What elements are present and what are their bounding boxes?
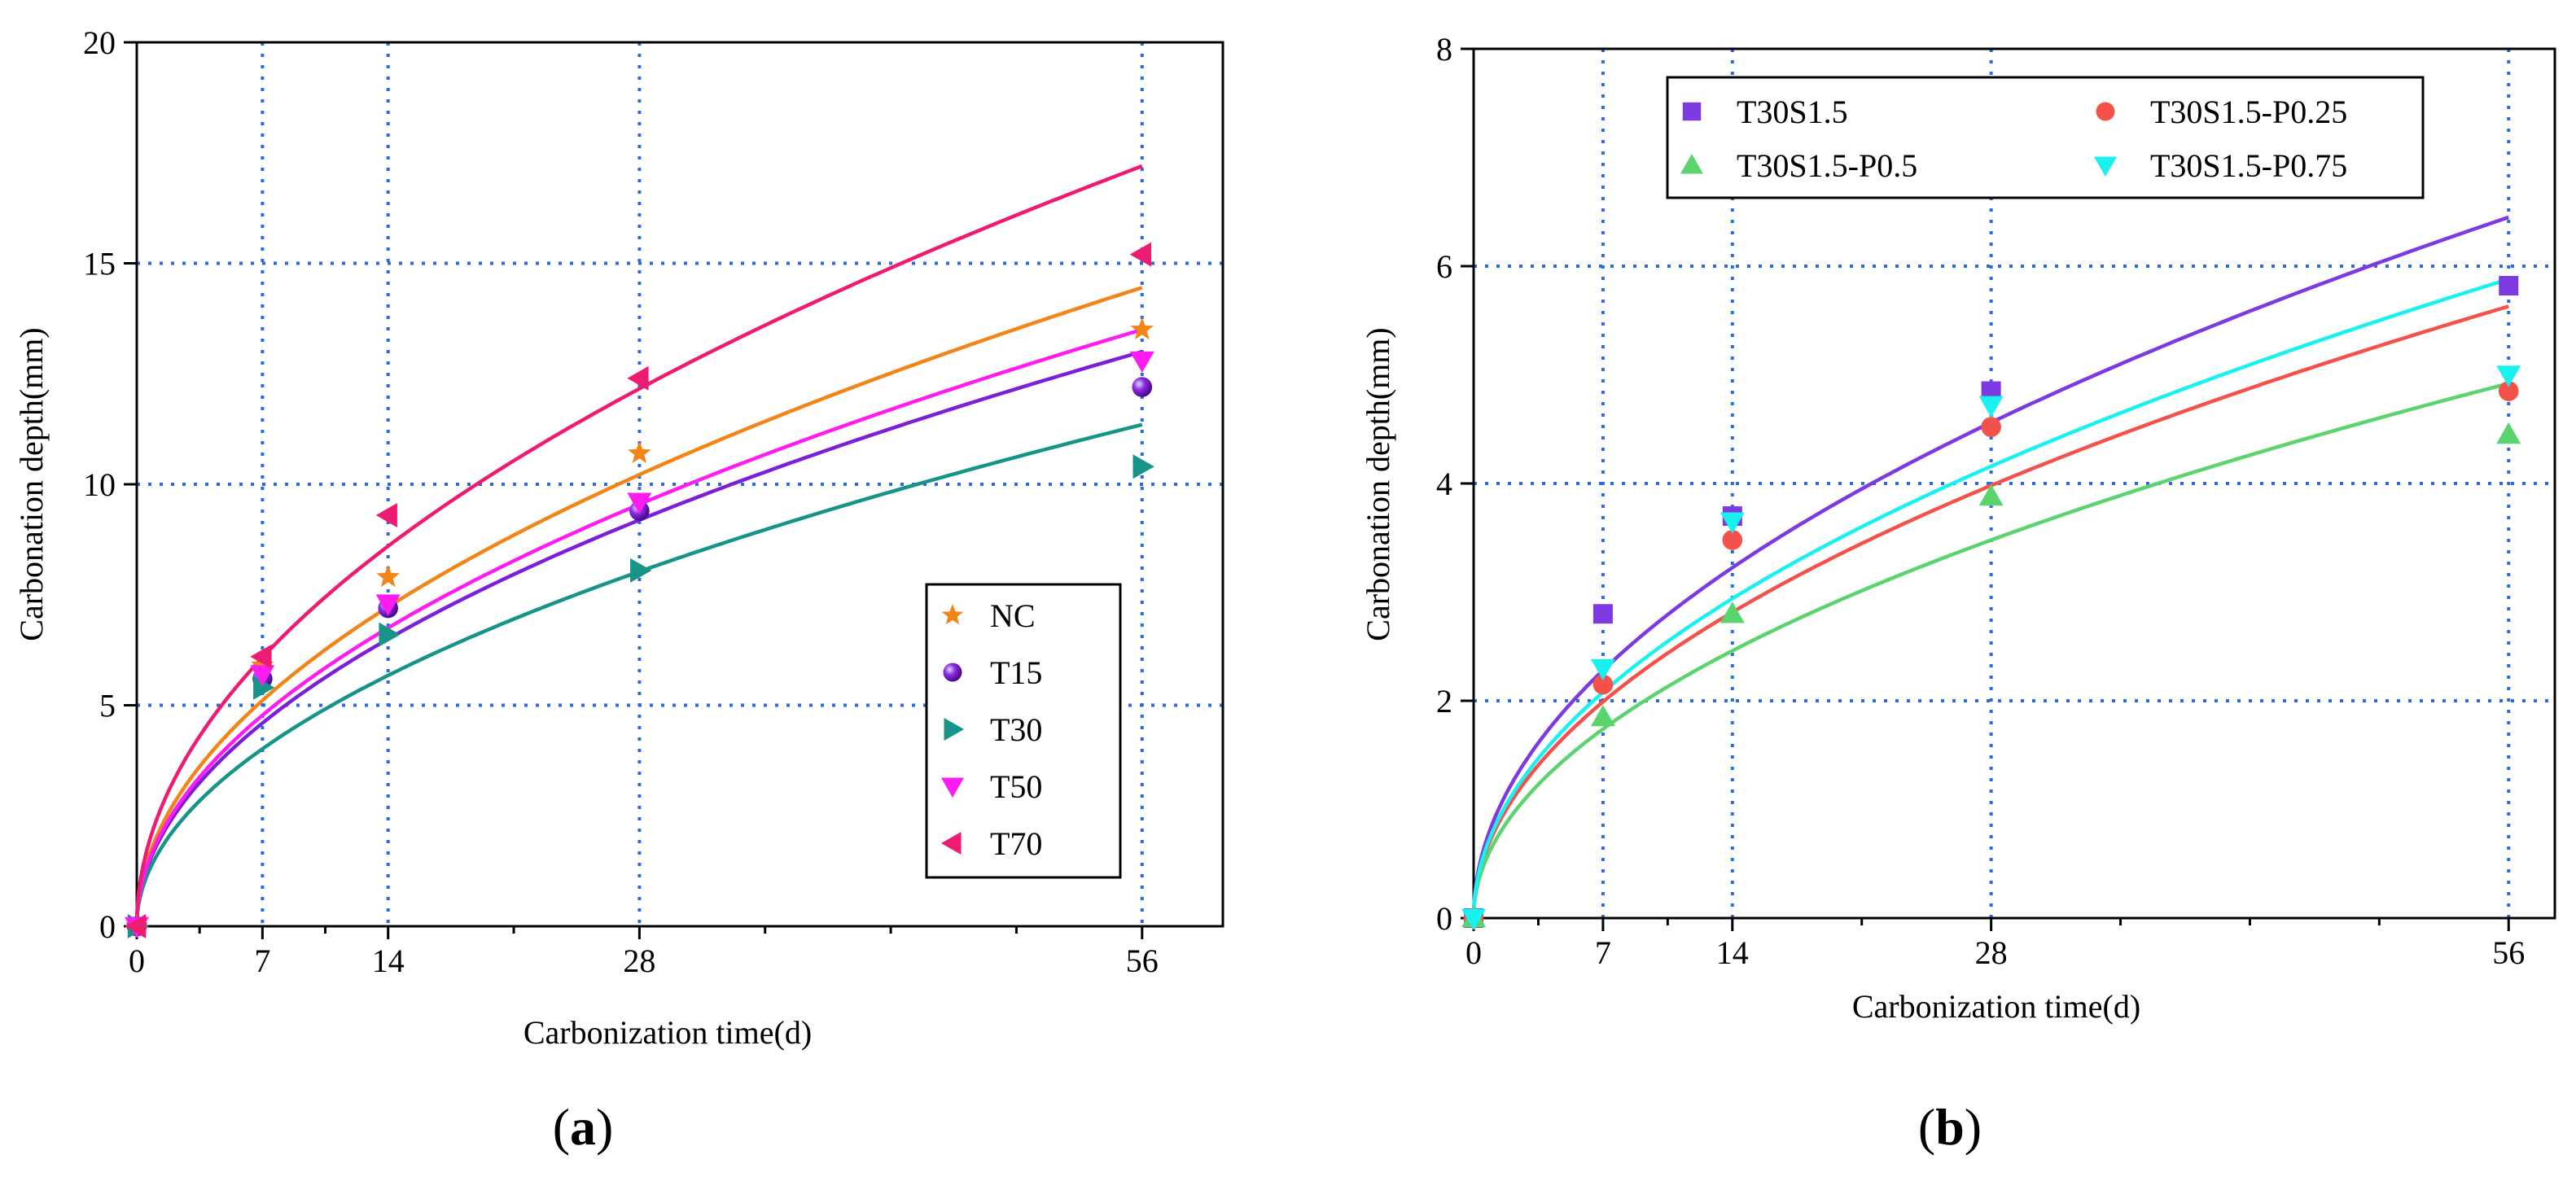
chart-a-x-tick-label: 56	[1126, 943, 1159, 979]
chart-a-point-t50	[250, 665, 275, 687]
chart-b-legend-label: T30S1.5	[1737, 94, 1848, 130]
chart-b-y-tick-label: 0	[1436, 900, 1452, 937]
chart-b-legend-marker	[1680, 154, 1703, 174]
chart-a-point-nc	[251, 653, 274, 676]
chart-b-legend-label: T30S1.5-P0.25	[2150, 94, 2347, 130]
chart-a-point-nc	[628, 441, 651, 464]
chart-a-x-tick-label: 14	[372, 943, 405, 979]
chart-a-legend-label: NC	[990, 597, 1036, 634]
chart-a-legend-label: T15	[990, 654, 1042, 691]
chart-b-point-t30s1.5-p0.5	[2496, 422, 2521, 444]
chart-b-point-t30s1.5-p0.25	[1722, 530, 1743, 550]
chart-b-point-t30s1.5-p0.5	[1978, 484, 2004, 506]
chart-a-legend-label: T30	[990, 711, 1042, 748]
chart-b-y-tick-label: 6	[1436, 248, 1452, 285]
chart-b-y-tick-label: 2	[1436, 683, 1452, 720]
chart-a-legend-label: T50	[990, 768, 1042, 805]
chart-a-point-t50	[375, 594, 401, 616]
chart-b-point-t30s1.5-p0.75	[1590, 658, 1615, 680]
chart-b-y-tick-label: 4	[1436, 466, 1452, 502]
chart-b-legend-label: T30S1.5-P0.5	[1737, 147, 1917, 184]
chart-b-legend-label: T30S1.5-P0.75	[2150, 147, 2347, 184]
chart-a-y-tick-label: 10	[83, 466, 116, 503]
chart-a-x-tick-label: 7	[254, 943, 270, 979]
chart-a-point-t15	[1132, 377, 1153, 397]
chart-a-fit-curve-t70	[134, 164, 1143, 926]
chart-b-point-t30s1.5-p0.25	[2498, 381, 2519, 401]
chart-b-x-tick-label: 14	[1716, 934, 1749, 971]
chart-a-y-tick-label: 0	[99, 908, 116, 945]
chart-a-point-t30	[379, 622, 401, 647]
chart-panel-a: 0 7 14 28 56 0 5 10 15 20 Carbonization time(d) Car…	[13, 24, 1224, 1051]
chart-a-y-axis-title: Carbonation depth(mm)	[13, 327, 50, 641]
chart-b-point-t30s1.5-p0.5	[1720, 601, 1745, 623]
chart-b-x-tick-label: 7	[1595, 934, 1611, 971]
chart-a-point-t70	[250, 644, 272, 669]
chart-a-point-t70	[1129, 242, 1151, 267]
chart-a-point-t70	[627, 365, 649, 391]
chart-b-x-tick-label: 28	[1975, 934, 2008, 971]
chart-a-fit-curve-t30	[134, 422, 1143, 926]
chart-b-point-t30s1.5-p0.5	[1590, 705, 1615, 727]
chart-a-point-t30	[1132, 454, 1154, 479]
chart-a-point-t30	[253, 675, 275, 700]
panel-label-b: (b)	[1918, 1098, 1982, 1156]
chart-b-y-tick-label: 8	[1436, 31, 1452, 68]
chart-a-legend-marker	[941, 832, 962, 855]
chart-b-legend-box	[1666, 76, 2425, 199]
chart-b-legend-marker	[2096, 102, 2115, 121]
chart-a-legend-label: T70	[990, 825, 1042, 862]
chart-b-point-t30s1.5	[2499, 276, 2519, 296]
chart-a-legend-marker	[941, 604, 964, 625]
chart-b-x-tick-label: 56	[2492, 934, 2525, 971]
chart-b-point-t30s1.5	[1592, 604, 1613, 624]
chart-b-point-t30s1.5-p0.25	[1981, 417, 2001, 437]
chart-a-y-tick-label: 5	[99, 688, 116, 724]
chart-b-legend-marker	[1682, 102, 1702, 121]
chart-a-x-tick-label: 28	[623, 943, 655, 979]
chart-b-fit-curve-t30s1.5-p0.75	[1471, 277, 2509, 918]
chart-a-point-t30	[630, 558, 652, 583]
chart-b-fit-curve-t30s1.5-p0.5	[1471, 382, 2509, 918]
chart-b-x-axis-title: Carbonization time(d)	[1852, 988, 2140, 1025]
chart-a-point-t70	[375, 503, 397, 527]
chart-a-x-axis-title: Carbonization time(d)	[524, 1014, 812, 1051]
chart-a-point-t50	[1129, 351, 1154, 373]
chart-a-point-nc	[376, 565, 400, 588]
chart-a-legend-marker	[944, 718, 964, 741]
chart-a-y-tick-label: 20	[83, 24, 116, 61]
chart-a-point-nc	[1130, 317, 1154, 340]
chart-a-y-tick-label: 15	[83, 246, 116, 282]
chart-b-point-t30s1.5-p0.75	[1461, 908, 1486, 930]
chart-b-x-tick-label: 0	[1465, 934, 1482, 971]
chart-a-legend-marker	[943, 663, 962, 682]
chart-a-legend-marker	[941, 777, 964, 798]
chart-a-x-tick-label: 0	[129, 943, 145, 979]
chart-panel-b: 0 7 14 28 56 0 2 4 6 8 Carbonization time(d) Carbon…	[1360, 31, 2556, 1025]
chart-b-fit-curve-t30s1.5	[1471, 215, 2509, 918]
chart-b-legend-marker	[2094, 156, 2117, 177]
chart-b-point-t30s1.5-p0.75	[1978, 396, 2004, 418]
chart-b-y-axis-title: Carbonation depth(mm)	[1360, 327, 1396, 641]
chart-a-point-t70	[125, 914, 147, 938]
chart-a-point-t50	[627, 492, 652, 514]
chart-b-point-t30s1.5-p0.25	[1592, 674, 1614, 695]
chart-b-point-t30s1.5-p0.75	[1720, 512, 1745, 534]
chart-b-point-t30s1.5-p0.75	[2496, 365, 2521, 387]
panel-label-a: (a)	[553, 1098, 614, 1156]
